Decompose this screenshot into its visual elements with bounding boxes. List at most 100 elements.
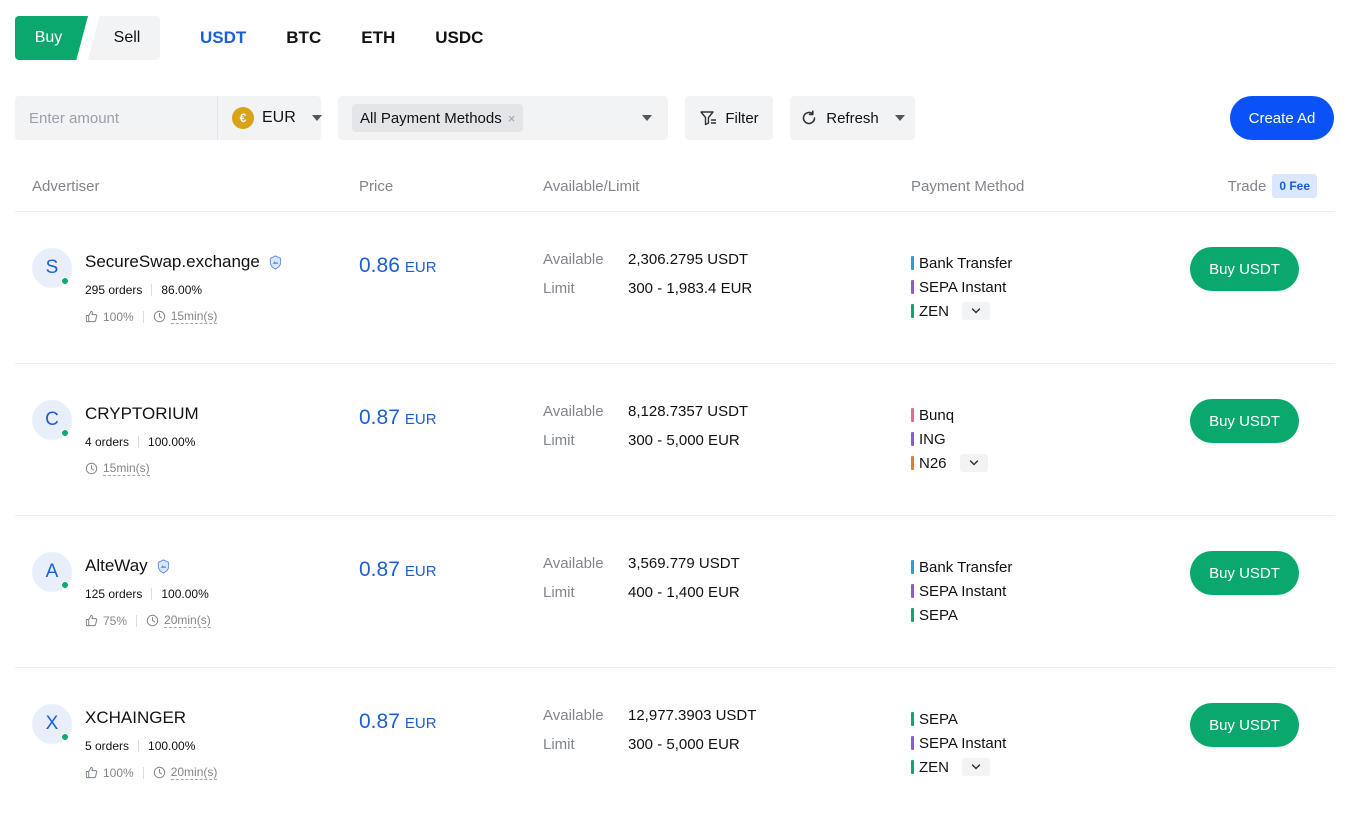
- price: 0.86 EUR: [359, 254, 437, 278]
- price: 0.87 EUR: [359, 406, 437, 430]
- payment-method-item: SEPA: [911, 603, 1012, 627]
- buy-usdt-button[interactable]: Buy USDT: [1190, 551, 1299, 595]
- limit-line: Limit 300 - 1,983.4 EUR: [543, 280, 752, 309]
- limit-value: 300 - 1,983.4 EUR: [628, 280, 753, 297]
- payment-method-select[interactable]: All Payment Methods ×: [338, 96, 668, 140]
- payment-method-item: SEPA Instant: [911, 579, 1012, 603]
- available-limit: Available 8,128.7357 USDT Limit 300 - 5,…: [543, 403, 748, 461]
- buy-usdt-button[interactable]: Buy USDT: [1190, 247, 1299, 291]
- clock-icon: [85, 462, 98, 475]
- thumbs-up-icon: [85, 766, 98, 779]
- available-label: Available: [543, 403, 604, 420]
- available-label: Available: [543, 251, 604, 268]
- advertiser-stats: 5 orders 100.00%: [85, 739, 195, 753]
- available-label: Available: [543, 555, 604, 572]
- divider: [138, 740, 140, 752]
- payment-method-name: N26: [919, 454, 947, 472]
- caret-down-icon[interactable]: [894, 115, 905, 121]
- available-limit: Available 2,306.2795 USDT Limit 300 - 1,…: [543, 251, 752, 309]
- advertiser-name-link[interactable]: CRYPTORIUM: [85, 404, 199, 424]
- buy-usdt-button[interactable]: Buy USDT: [1190, 399, 1299, 443]
- payment-chip-label: All Payment Methods: [360, 109, 502, 127]
- advertiser-name-link[interactable]: SecureSwap.exchange: [85, 252, 283, 272]
- payment-chip: All Payment Methods ×: [352, 104, 524, 132]
- buy-tab[interactable]: Buy: [15, 16, 88, 60]
- online-status-dot: [61, 581, 69, 589]
- avg-release-time[interactable]: 20min(s): [164, 613, 211, 628]
- limit-value: 400 - 1,400 EUR: [628, 584, 740, 601]
- amount-input[interactable]: [15, 96, 217, 140]
- column-header-advertiser: Advertiser: [32, 178, 100, 195]
- payment-color-bar: [911, 760, 914, 774]
- advertiser-stats: 4 orders 100.00%: [85, 435, 195, 449]
- available-line: Available 2,306.2795 USDT: [543, 251, 752, 280]
- caret-down-icon: [311, 115, 322, 121]
- payment-method-name: Bank Transfer: [919, 254, 1013, 272]
- advertiser-name: SecureSwap.exchange: [85, 252, 260, 271]
- caret-down-icon: [642, 115, 652, 121]
- refresh-label: Refresh: [826, 109, 879, 127]
- order-count: 125 orders: [85, 587, 143, 601]
- table-row: X XCHAINGER 5 orders 100.00% 100% 20min(…: [15, 668, 1335, 816]
- payment-color-bar: [911, 304, 914, 318]
- online-status-dot: [61, 277, 69, 285]
- limit-label: Limit: [543, 584, 575, 601]
- advertiser-meta: 15min(s): [85, 461, 150, 476]
- euro-icon: €: [232, 107, 254, 129]
- advertiser-name-link[interactable]: XCHAINGER: [85, 708, 186, 728]
- filter-icon: [700, 111, 717, 126]
- coin-tab-usdc[interactable]: USDC: [435, 28, 484, 47]
- chevron-down-icon[interactable]: [962, 302, 990, 320]
- chevron-down-icon[interactable]: [959, 454, 988, 472]
- payment-color-bar: [911, 432, 914, 446]
- coin-tabs: USDT BTC ETH USDC: [200, 28, 523, 48]
- payment-color-bar: [911, 736, 914, 750]
- refresh-button[interactable]: Refresh: [790, 96, 915, 140]
- payment-method-name: SEPA: [919, 606, 958, 624]
- payment-method-item: Bank Transfer: [911, 555, 1012, 579]
- create-ad-button[interactable]: Create Ad: [1230, 96, 1334, 140]
- payment-method-item: ZEN: [911, 299, 1012, 323]
- advertiser-stats: 125 orders 100.00%: [85, 587, 209, 601]
- completion-rate: 100.00%: [161, 587, 209, 601]
- coin-tab-eth[interactable]: ETH: [361, 28, 396, 47]
- payment-method-item: Bunq: [911, 403, 988, 427]
- avg-release-time[interactable]: 15min(s): [103, 461, 150, 476]
- avg-release-time[interactable]: 20min(s): [170, 765, 218, 780]
- limit-value: 300 - 5,000 EUR: [628, 736, 740, 753]
- filter-button[interactable]: Filter: [685, 96, 773, 140]
- available-limit: Available 3,569.779 USDT Limit 400 - 1,4…: [543, 555, 740, 613]
- payment-color-bar: [911, 456, 914, 470]
- verified-badge-icon: [268, 254, 283, 270]
- table-row: C CRYPTORIUM 4 orders 100.00% 15min(s) 0…: [15, 364, 1335, 516]
- available-value: 3,569.779 USDT: [628, 555, 740, 572]
- sell-tab[interactable]: Sell: [88, 16, 160, 60]
- payment-method-item: ING: [911, 427, 988, 451]
- avg-release-time[interactable]: 15min(s): [170, 309, 218, 324]
- payment-methods: SEPA SEPA Instant ZEN: [911, 707, 1006, 779]
- payment-method-item: N26: [911, 451, 988, 475]
- thumbs-up-icon: [85, 310, 98, 323]
- advertiser-name-link[interactable]: AlteWay: [85, 556, 171, 576]
- divider: [136, 614, 138, 627]
- currency-select[interactable]: € EUR: [217, 96, 322, 140]
- coin-tab-btc[interactable]: BTC: [286, 28, 322, 47]
- available-value: 8,128.7357 USDT: [628, 403, 749, 420]
- avatar[interactable]: X: [32, 704, 72, 744]
- buy-usdt-button[interactable]: Buy USDT: [1190, 703, 1299, 747]
- refresh-icon: [802, 110, 816, 125]
- column-header-trade: Trade 0 Fee: [1228, 174, 1317, 198]
- payment-color-bar: [911, 256, 914, 270]
- order-count: 5 orders: [85, 739, 130, 753]
- available-label: Available: [543, 707, 604, 724]
- close-icon[interactable]: ×: [507, 110, 516, 126]
- payment-method-name: SEPA Instant: [919, 278, 1007, 296]
- order-count: 295 orders: [85, 283, 143, 297]
- available-line: Available 8,128.7357 USDT: [543, 403, 748, 432]
- coin-tab-usdt[interactable]: USDT: [200, 28, 247, 47]
- payment-method-name: ZEN: [919, 302, 949, 320]
- price: 0.87 EUR: [359, 558, 437, 582]
- payment-color-bar: [911, 560, 914, 574]
- chevron-down-icon[interactable]: [962, 758, 990, 776]
- price-currency: EUR: [404, 563, 437, 580]
